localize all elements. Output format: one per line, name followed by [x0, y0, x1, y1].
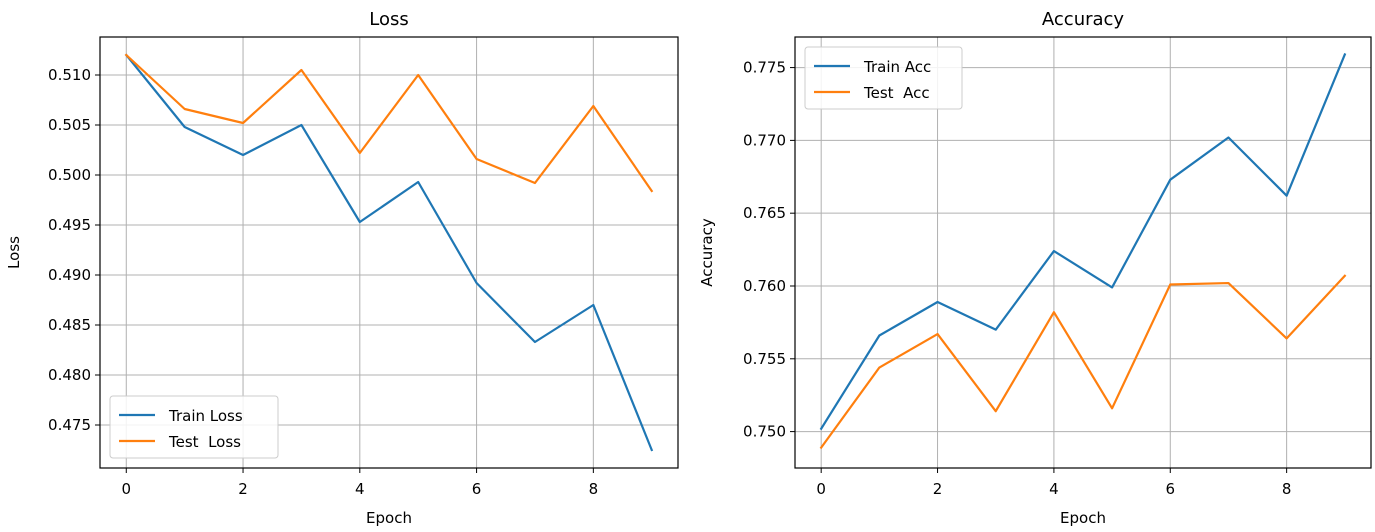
- legend: Train Acc Test Acc: [804, 46, 963, 110]
- x-tick-label: 8: [1282, 480, 1292, 498]
- y-tick-label: 0.495: [48, 216, 91, 234]
- legend-label-train: Train Loss: [168, 407, 243, 425]
- chart-title: Loss: [369, 9, 408, 30]
- y-tick-label: 0.475: [48, 416, 91, 434]
- chart-title: Accuracy: [1042, 9, 1125, 30]
- y-tick-label: 0.505: [48, 116, 91, 134]
- y-tick-label: 0.510: [48, 66, 91, 84]
- legend-label-test: Test Loss: [168, 433, 241, 451]
- y-axis-label: Loss: [5, 236, 23, 269]
- x-tick-label: 4: [1049, 480, 1059, 498]
- x-tick-label: 6: [472, 480, 482, 498]
- x-tick-label: 8: [589, 480, 599, 498]
- x-tick-label: 2: [933, 480, 943, 498]
- x-tick-label: 4: [355, 480, 365, 498]
- y-tick-label: 0.485: [48, 316, 91, 334]
- x-axis-label: Epoch: [366, 509, 412, 527]
- y-tick-label: 0.765: [743, 204, 786, 222]
- chart-accuracy: 0 2 4 6 8 0.750 0.755 0.760 0.765 0.770 0.775 Accur…: [698, 9, 1372, 527]
- y-tick-label: 0.760: [743, 277, 786, 295]
- y-tick-label: 0.775: [743, 59, 786, 77]
- plot-frame: [794, 36, 1372, 469]
- y-axis-label: Accuracy: [698, 218, 716, 287]
- x-axis-label: Epoch: [1060, 509, 1106, 527]
- charts-container: 0 2 4 6 8 0.475 0.480 0.485 0.490 0.495 0.500 0.505…: [5, 9, 1372, 527]
- series-line-test: [124, 53, 654, 193]
- legend-label-test: Test Acc: [863, 84, 930, 102]
- plot-frame: [99, 36, 679, 469]
- legend: Train Loss Test Loss: [109, 395, 279, 459]
- x-tick-label: 0: [121, 480, 131, 498]
- x-tick-label: 0: [816, 480, 826, 498]
- legend-box: [804, 46, 963, 110]
- series-line-test: [819, 274, 1347, 450]
- legend-label-train: Train Acc: [863, 58, 931, 76]
- x-tick-label: 2: [238, 480, 248, 498]
- y-tick-label: 0.490: [48, 266, 91, 284]
- y-tick-label: 0.500: [48, 166, 91, 184]
- x-tick-label: 6: [1165, 480, 1175, 498]
- legend-box: [109, 395, 279, 459]
- y-tick-label: 0.770: [743, 131, 786, 149]
- y-tick-label: 0.755: [743, 350, 786, 368]
- series-line-train: [124, 53, 654, 452]
- y-tick-label: 0.750: [743, 423, 786, 441]
- chart-loss: 0 2 4 6 8 0.475 0.480 0.485 0.490 0.495 0.500 0.505…: [5, 9, 679, 527]
- y-tick-label: 0.480: [48, 366, 91, 384]
- series-line-train: [819, 53, 1347, 431]
